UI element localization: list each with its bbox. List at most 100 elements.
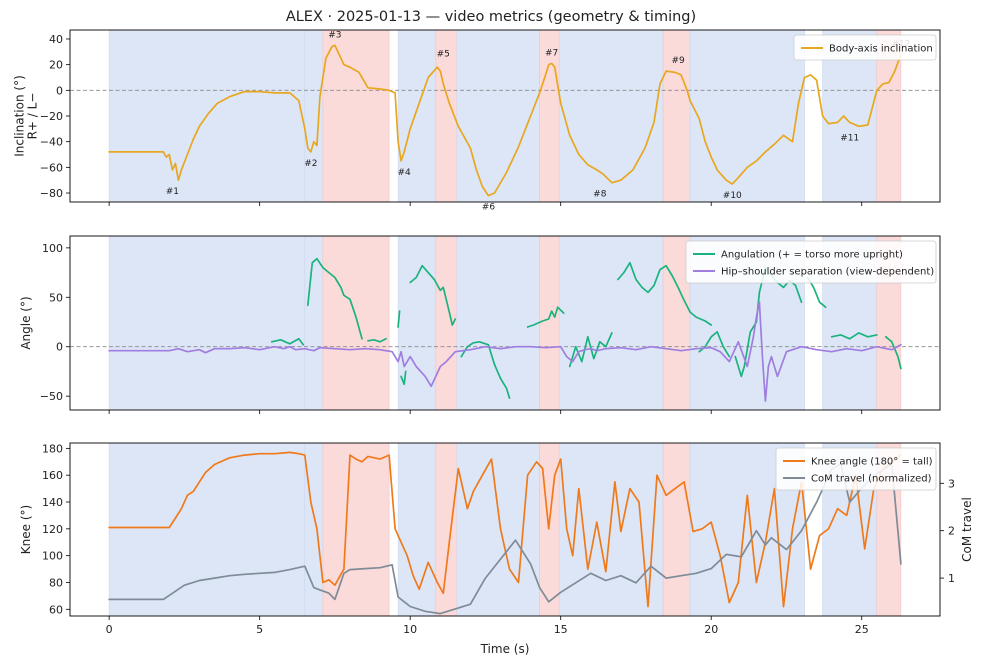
phase-band-blue: [397, 30, 437, 202]
peak-label: #10: [723, 191, 742, 201]
y-tick-label: 80: [49, 576, 63, 589]
series-line: [617, 261, 713, 326]
phase-band-blue: [689, 30, 805, 202]
y-axis-label: Knee (°): [19, 505, 33, 554]
legend: Knee angle (180° = tall) CoM travel (norm…: [775, 447, 937, 491]
series-line: [884, 335, 902, 370]
x-axis-label: Time (s): [480, 642, 530, 656]
y-tick-label: −20: [40, 110, 63, 123]
x-tick-label: 20: [704, 623, 718, 636]
series-line: [409, 264, 457, 326]
legend-box: [775, 447, 937, 491]
series-line: [830, 332, 878, 340]
phase-band-blue: [558, 236, 664, 410]
panel-inclination: #1#2#3#4#5#6#7#8#9#10#11#12−80−60−40−200…: [13, 29, 941, 213]
phase-bands: [108, 236, 902, 410]
y-tick-label: 100: [42, 242, 63, 255]
phase-band-blue: [108, 443, 306, 616]
x-tick-label: 10: [403, 623, 417, 636]
phase-band-blue: [397, 443, 437, 616]
y-axis-label: Inclination (°): [13, 75, 27, 157]
series-line: [568, 332, 613, 368]
y2-axis-label: CoM travel: [960, 497, 974, 562]
y-tick-label: 0: [56, 84, 63, 97]
phase-band-blue: [456, 236, 540, 410]
peak-label: #4: [398, 168, 412, 178]
series-line: [526, 306, 565, 328]
y-tick-label: 180: [42, 442, 63, 455]
series-line: [108, 44, 902, 197]
peak-label: #2: [304, 159, 317, 169]
peak-label: #3: [328, 30, 341, 40]
peak-label: #1: [166, 187, 179, 197]
legend-entry: Hip–shoulder separation (view-dependent): [721, 267, 934, 278]
x-tick-label: 0: [106, 623, 113, 636]
series-line: [306, 257, 363, 340]
y-tick-label: 100: [42, 550, 63, 563]
series-line: [397, 310, 401, 328]
peak-label: #8: [593, 190, 607, 200]
axes-frame: [69, 235, 941, 411]
panel-knee-com: 0 5 10 15 20 25 60 80 100 120 140 160 180 1 2 3 Knee (°)…: [19, 442, 974, 636]
series-line: [460, 340, 511, 399]
series-line: [270, 337, 305, 346]
phase-band-red: [322, 236, 390, 410]
legend-entry: CoM travel (normalized): [811, 474, 932, 485]
phase-band-blue: [108, 236, 306, 410]
legend-box: [685, 240, 937, 284]
y-axis-label: R+ / L−: [26, 93, 40, 140]
y2-tick-label: 1: [948, 572, 955, 585]
phase-band-blue: [456, 30, 540, 202]
legend: Angulation (+ = torso more upright) Hip–s…: [685, 240, 937, 284]
y-tick-label: −40: [40, 136, 63, 149]
axes-frame: [69, 442, 941, 617]
legend-box: [793, 34, 937, 61]
peak-label: #9: [671, 56, 685, 66]
y-tick-label: 50: [49, 291, 63, 304]
phase-bands: [108, 30, 902, 202]
legend-entry: Angulation (+ = torso more upright): [721, 250, 903, 261]
series-group: [108, 451, 902, 615]
y2-tick-label: 3: [948, 477, 955, 490]
series-line: [367, 337, 387, 343]
y-tick-label: 160: [42, 469, 63, 482]
phase-band-blue: [304, 30, 324, 202]
y-tick-label: 0: [56, 341, 63, 354]
legend-entry: Knee angle (180° = tall): [811, 457, 933, 468]
figure-title: ALEX · 2025-01-13 — video metrics (geome…: [286, 9, 696, 25]
phase-band-red: [322, 443, 390, 616]
phase-band-red: [435, 443, 458, 616]
y2-tick-label: 2: [948, 525, 955, 538]
phase-band-red: [322, 30, 390, 202]
peak-label: #7: [545, 48, 558, 58]
y-tick-label: 20: [49, 59, 63, 72]
phase-bands: [108, 443, 902, 616]
legend: Body-axis inclination: [793, 34, 937, 61]
series-group: [108, 44, 902, 197]
x-tick-label: 15: [554, 623, 568, 636]
panel-angles: −50 0 50 100 Angle (°) Angulation (+ = torso …: [19, 235, 941, 414]
y-tick-label: 140: [42, 496, 63, 509]
y-tick-label: −50: [40, 390, 63, 403]
phase-band-red: [662, 443, 691, 616]
y-tick-label: −60: [40, 161, 63, 174]
peak-label: #5: [437, 50, 450, 60]
x-tick-label: 5: [256, 623, 263, 636]
phase-band-blue: [558, 30, 664, 202]
series-line: [108, 301, 902, 402]
series-line: [108, 451, 902, 608]
peak-label: #11: [840, 133, 859, 143]
series-line: [108, 463, 902, 615]
peak-label: #6: [482, 203, 496, 213]
y-tick-label: 40: [49, 33, 63, 46]
phase-band-blue: [456, 443, 540, 616]
y-tick-label: 120: [42, 523, 63, 536]
series-line: [400, 370, 407, 386]
legend-entry: Body-axis inclination: [829, 44, 933, 55]
x-tick-label: 25: [855, 623, 869, 636]
y-tick-label: 60: [49, 603, 63, 616]
phase-band-red: [539, 236, 560, 410]
y-tick-label: −80: [40, 187, 63, 200]
y-axis-label: Angle (°): [19, 296, 33, 349]
